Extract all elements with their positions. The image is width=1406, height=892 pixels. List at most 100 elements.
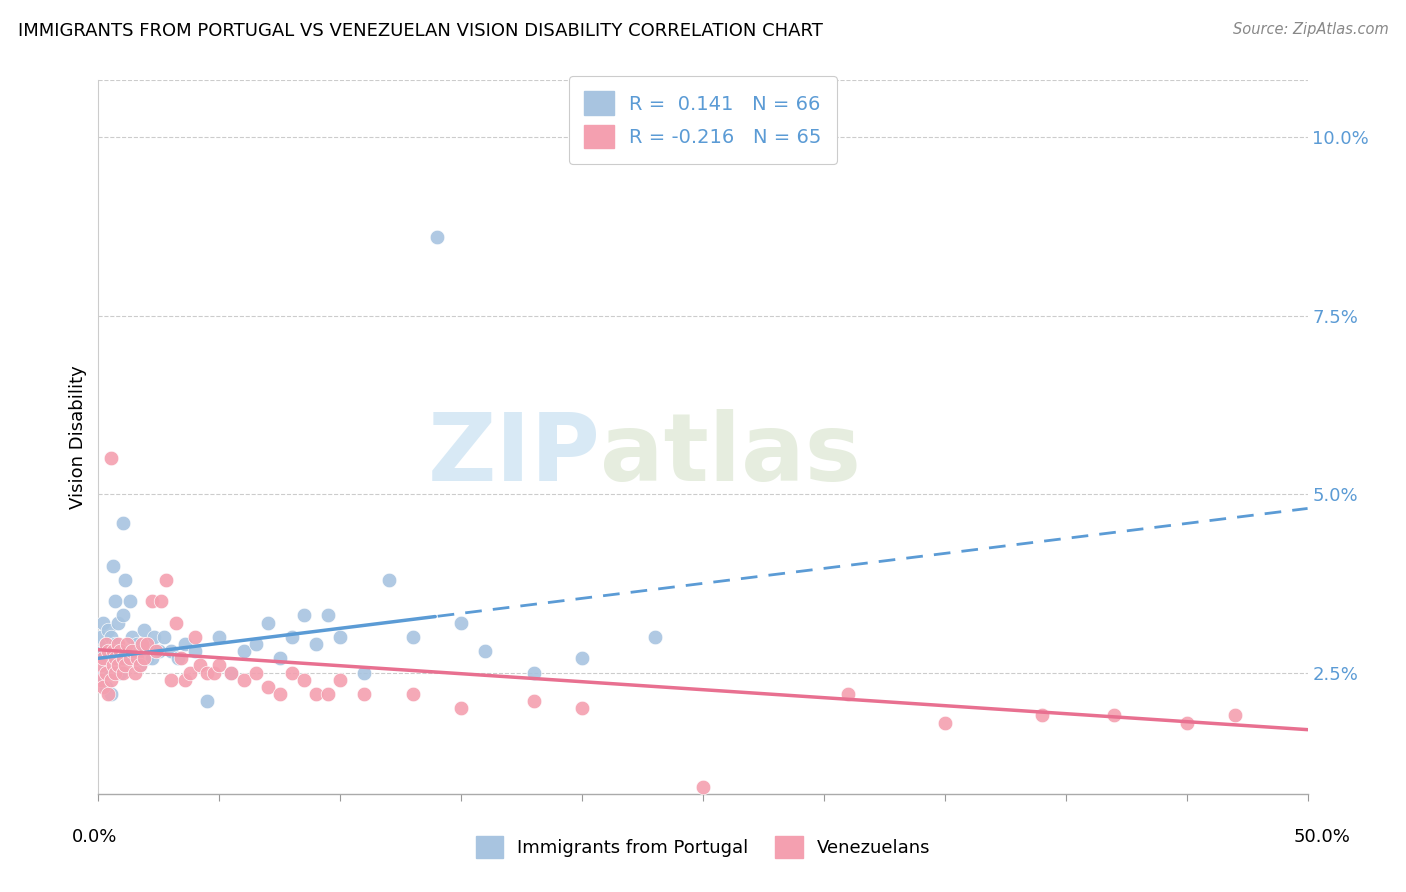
Point — [174, 637, 197, 651]
Point — [91, 651, 114, 665]
Point — [221, 665, 243, 680]
Point — [100, 630, 122, 644]
Point — [232, 673, 254, 687]
Point — [143, 630, 166, 644]
Point — [316, 608, 339, 623]
Point — [114, 644, 136, 658]
Point — [138, 637, 160, 651]
Y-axis label: Vision Disability: Vision Disability — [69, 365, 87, 509]
Point — [127, 637, 149, 651]
Point — [100, 673, 122, 687]
Point — [100, 687, 122, 701]
Point — [97, 687, 120, 701]
Point — [221, 665, 243, 680]
Point — [167, 651, 190, 665]
Point — [127, 651, 149, 665]
Point — [101, 644, 124, 658]
Point — [426, 230, 449, 244]
Point — [111, 651, 134, 665]
Point — [377, 573, 399, 587]
Point — [118, 651, 141, 665]
Point — [160, 644, 183, 658]
Point — [91, 615, 114, 630]
Point — [165, 615, 187, 630]
Point — [837, 687, 859, 701]
Point — [91, 680, 114, 694]
Point — [150, 594, 173, 608]
Point — [135, 637, 157, 651]
Point — [131, 637, 153, 651]
Point — [90, 665, 112, 680]
Point — [195, 665, 218, 680]
Point — [245, 665, 267, 680]
Point — [134, 651, 156, 665]
Point — [474, 644, 496, 658]
Point — [91, 673, 114, 687]
Point — [184, 630, 207, 644]
Point — [108, 644, 131, 658]
Point — [104, 637, 127, 651]
Point — [402, 630, 425, 644]
Point — [450, 615, 472, 630]
Point — [104, 594, 127, 608]
Point — [281, 630, 304, 644]
Point — [104, 665, 127, 680]
Point — [117, 637, 139, 651]
Point — [128, 658, 150, 673]
Point — [114, 658, 136, 673]
Point — [160, 673, 183, 687]
Point — [316, 687, 339, 701]
Point — [114, 573, 136, 587]
Point — [94, 658, 117, 673]
Point — [256, 615, 278, 630]
Point — [100, 451, 122, 466]
Point — [450, 701, 472, 715]
Point — [402, 687, 425, 701]
Point — [90, 630, 112, 644]
Point — [107, 658, 129, 673]
Legend: R =  0.141   N = 66, R = -0.216   N = 65: R = 0.141 N = 66, R = -0.216 N = 65 — [569, 76, 837, 164]
Point — [195, 694, 218, 708]
Point — [97, 665, 120, 680]
Point — [141, 651, 163, 665]
Point — [107, 637, 129, 651]
Point — [94, 637, 117, 651]
Point — [91, 644, 114, 658]
Point — [208, 630, 231, 644]
Text: 50.0%: 50.0% — [1294, 828, 1350, 846]
Point — [111, 665, 134, 680]
Point — [329, 673, 352, 687]
Point — [155, 573, 177, 587]
Point — [269, 687, 291, 701]
Point — [94, 637, 117, 651]
Point — [101, 558, 124, 573]
Text: atlas: atlas — [600, 409, 862, 501]
Point — [692, 780, 714, 794]
Point — [281, 665, 304, 680]
Point — [118, 594, 141, 608]
Point — [97, 623, 120, 637]
Point — [107, 615, 129, 630]
Point — [145, 644, 167, 658]
Point — [523, 694, 546, 708]
Point — [174, 673, 197, 687]
Point — [90, 673, 112, 687]
Text: 0.0%: 0.0% — [72, 828, 117, 846]
Text: ZIP: ZIP — [427, 409, 600, 501]
Point — [135, 651, 157, 665]
Point — [269, 651, 291, 665]
Point — [121, 644, 143, 658]
Point — [141, 594, 163, 608]
Point — [101, 651, 124, 665]
Point — [111, 608, 134, 623]
Point — [104, 651, 127, 665]
Point — [644, 630, 666, 644]
Point — [353, 687, 375, 701]
Point — [188, 658, 211, 673]
Point — [124, 665, 146, 680]
Point — [523, 665, 546, 680]
Point — [90, 651, 112, 665]
Point — [152, 630, 174, 644]
Point — [329, 630, 352, 644]
Point — [305, 637, 328, 651]
